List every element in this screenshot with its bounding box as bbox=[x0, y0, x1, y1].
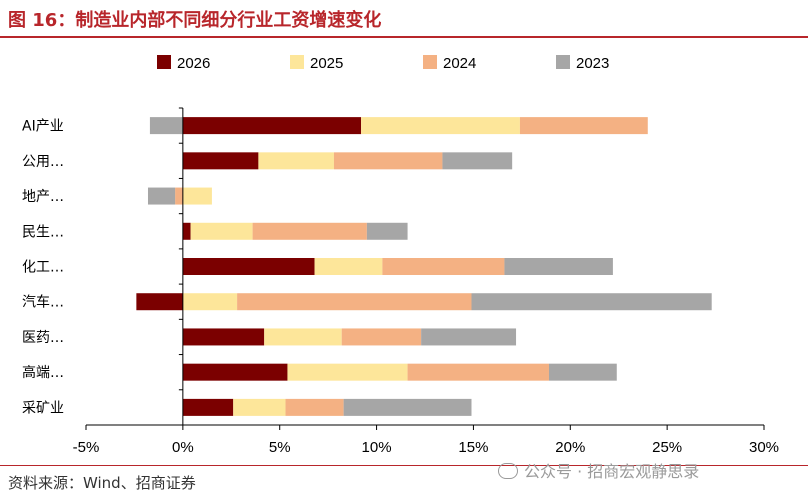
bar-segment-3-2026 bbox=[182, 222, 191, 240]
figure-title: 图 16：制造业内部不同细分行业工资增速变化 bbox=[8, 10, 382, 31]
x-tick-label: 0% bbox=[172, 439, 194, 456]
category-label: AI产业 bbox=[22, 119, 64, 135]
bar-segment-5-2023 bbox=[471, 293, 712, 311]
x-tick-label: 30% bbox=[749, 439, 779, 456]
bar-segment-0-2023 bbox=[149, 117, 183, 135]
legend-swatch-2025 bbox=[290, 55, 304, 69]
watermark: 公众号 · 招商宏观静思录 bbox=[498, 458, 699, 482]
legend-swatch-2024 bbox=[423, 55, 437, 69]
bar-segment-7-2023 bbox=[548, 363, 617, 381]
bar-segment-4-2024 bbox=[382, 258, 505, 275]
category-label: 地产… bbox=[22, 189, 64, 205]
x-tick-label: 5% bbox=[269, 439, 291, 456]
category-label: 汽车… bbox=[22, 294, 64, 311]
bar-segment-6-2023 bbox=[421, 328, 517, 346]
bar-segment-7-2025 bbox=[287, 363, 408, 381]
category-label: 民生… bbox=[22, 224, 64, 240]
legend-swatch-2026 bbox=[157, 55, 171, 69]
bar-segment-8-2024 bbox=[285, 398, 344, 416]
bar-segment-1-2023 bbox=[442, 152, 513, 170]
bar-segment-6-2026 bbox=[182, 328, 265, 346]
title-rule bbox=[0, 36, 808, 38]
bar-segment-5-2026 bbox=[136, 293, 183, 311]
bar-segment-7-2024 bbox=[407, 363, 549, 381]
bar-segment-6-2024 bbox=[341, 328, 422, 346]
bar-segment-2-2023 bbox=[147, 187, 176, 205]
category-label: 高端… bbox=[22, 364, 64, 381]
bar-segment-8-2023 bbox=[343, 398, 472, 416]
bar-segment-4-2026 bbox=[182, 258, 315, 275]
legend-label-2024: 2024 bbox=[443, 55, 476, 72]
source-note: 资料来源：Wind、招商证券 bbox=[8, 474, 196, 492]
category-label: 采矿业 bbox=[22, 400, 64, 416]
x-tick-label: 10% bbox=[362, 439, 392, 456]
bar-segment-3-2024 bbox=[252, 222, 367, 240]
bar-segment-2-2025 bbox=[182, 187, 212, 205]
bar-segment-7-2026 bbox=[182, 363, 288, 381]
bar-segment-3-2023 bbox=[366, 222, 408, 240]
x-tick-label: 25% bbox=[652, 439, 682, 456]
bar-segment-3-2025 bbox=[190, 222, 253, 240]
bar-segment-0-2024 bbox=[519, 117, 648, 135]
legend-label-2023: 2023 bbox=[576, 55, 609, 72]
bar-segment-5-2025 bbox=[182, 293, 238, 311]
bar-segment-0-2026 bbox=[182, 117, 362, 135]
chart-axes: -5% 0% 5% 10% 15% 20% 25% 30% bbox=[73, 107, 779, 456]
legend-swatch-2023 bbox=[556, 55, 570, 69]
x-tick-label: 20% bbox=[555, 439, 585, 456]
category-label: 医药… bbox=[22, 330, 64, 346]
footer-rule bbox=[0, 465, 808, 466]
bar-segment-1-2024 bbox=[333, 152, 443, 170]
bar-segment-5-2024 bbox=[237, 293, 472, 311]
bar-segment-8-2026 bbox=[182, 398, 234, 416]
bar-segment-1-2025 bbox=[258, 152, 334, 170]
bar-segment-1-2026 bbox=[182, 152, 259, 170]
watermark-text: 公众号 · 招商宏观静思录 bbox=[524, 462, 700, 481]
x-tick-label: 15% bbox=[458, 439, 488, 456]
bar-segment-4-2025 bbox=[314, 258, 383, 275]
category-label: 公用… bbox=[22, 154, 64, 170]
bar-segment-6-2025 bbox=[264, 328, 342, 346]
chart-legend: 2026 2025 2024 2023 bbox=[157, 55, 609, 72]
bar-segment-8-2025 bbox=[233, 398, 286, 416]
category-label: 化工… bbox=[22, 260, 64, 276]
x-tick-label: -5% bbox=[73, 439, 100, 456]
legend-label-2026: 2026 bbox=[177, 55, 210, 72]
bar-segment-4-2023 bbox=[504, 258, 613, 275]
bar-segment-0-2025 bbox=[361, 117, 520, 135]
wechat-icon bbox=[498, 463, 518, 479]
bar-segment-2-2024 bbox=[175, 187, 183, 205]
legend-label-2025: 2025 bbox=[310, 55, 343, 72]
